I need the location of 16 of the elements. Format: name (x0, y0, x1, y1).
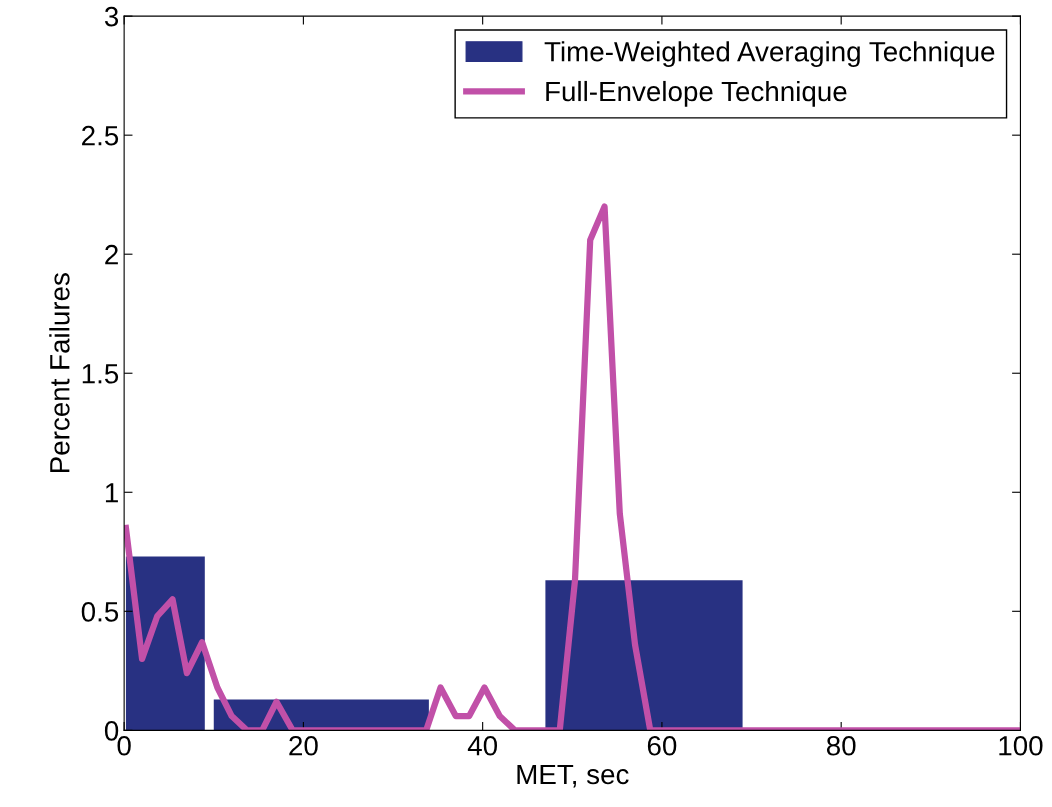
x-tick-label: 60 (647, 735, 677, 756)
y-tick-label: 1.5 (82, 364, 119, 384)
y-tick-label: 0.5 (81, 601, 119, 622)
y-tick-label: 0 (104, 721, 119, 741)
x-tick-label: 20 (289, 735, 318, 756)
legend-label: Time-Weighted Averaging Technique (544, 41, 995, 68)
x-tick-label: 40 (467, 735, 498, 756)
legend-label: Full-Envelope Technique (546, 80, 847, 107)
y-axis-title: Percent Failures (49, 273, 70, 473)
y-tick-label: 2.5 (82, 125, 119, 146)
x-axis-title: MET, sec (517, 764, 629, 788)
x-tick-label: 80 (826, 735, 856, 756)
y-tick-label: 1 (105, 483, 118, 503)
y-tick-label: 3 (104, 6, 119, 27)
x-tick-label: 100 (999, 735, 1043, 756)
y-tick-label: 2 (105, 244, 118, 265)
